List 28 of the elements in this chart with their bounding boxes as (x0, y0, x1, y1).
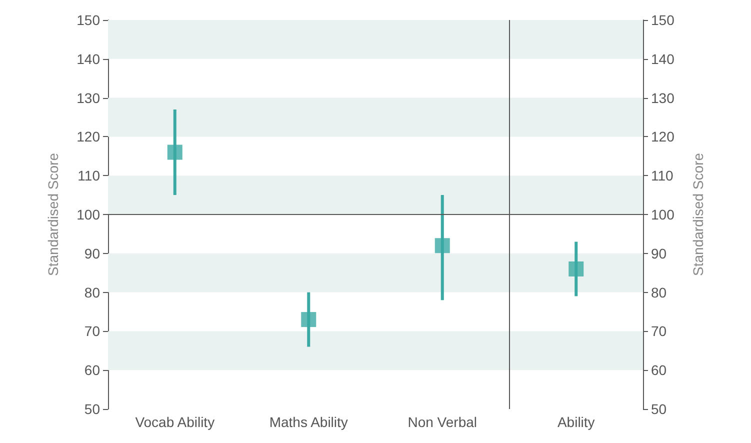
y2-tick-label: 120 (651, 128, 675, 145)
y-tick-label: 120 (76, 128, 100, 145)
x-tick-label: Non Verbal (408, 414, 478, 430)
y-tick-label: 60 (84, 362, 100, 378)
y2-tick-label: 130 (651, 90, 675, 106)
x-tick-label: Vocab Ability (135, 414, 215, 430)
y-tick-label: 70 (84, 323, 100, 340)
y-axis-title: Standardised Score (45, 152, 61, 276)
y2-tick-label: 100 (651, 206, 675, 222)
y-tick-label: 50 (84, 401, 100, 417)
x-tick-label: Maths Ability (269, 414, 348, 430)
y-tick-label: 80 (84, 284, 100, 300)
y-tick-label: 90 (84, 245, 100, 262)
y2-tick-label: 110 (651, 168, 674, 184)
y-tick-label: 150 (76, 12, 100, 28)
x-tick-label: Ability (557, 414, 595, 430)
y-tick-label: 140 (76, 50, 100, 67)
y-tick-label: 110 (78, 168, 100, 184)
y2-tick-label: 70 (651, 323, 667, 340)
y2-tick-label: 50 (651, 401, 667, 417)
y-tick-label: 100 (76, 206, 100, 222)
y2-tick-label: 60 (651, 362, 667, 378)
y2-tick-label: 140 (651, 50, 675, 67)
y2-tick-label: 80 (651, 284, 667, 300)
y2-tick-label: 150 (651, 12, 675, 28)
y2-axis-title: Standardised Score (690, 152, 706, 276)
y2-tick-label: 90 (651, 245, 667, 262)
y-tick-label: 130 (76, 90, 100, 106)
